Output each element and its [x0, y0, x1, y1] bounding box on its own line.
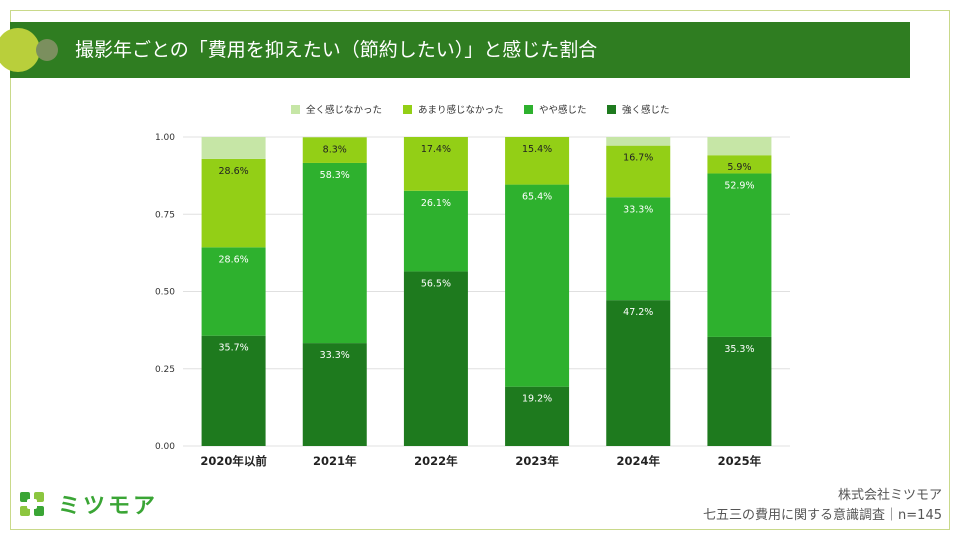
legend-swatch [524, 105, 533, 114]
data-label: 15.4% [522, 144, 552, 155]
x-tick-label: 2023年 [515, 454, 559, 468]
data-label: 33.3% [623, 204, 653, 215]
footer-survey: 七五三の費用に関する意識調査｜n=145 [703, 508, 942, 523]
legend-swatch [607, 105, 616, 114]
x-tick-label: 2025年 [718, 454, 762, 468]
x-tick-label: 2024年 [616, 454, 660, 468]
bar-segment [201, 247, 266, 336]
bar-segment [201, 137, 266, 159]
y-tick-label: 0.75 [155, 210, 175, 220]
bar-segment [403, 271, 468, 446]
x-tick-label: 2022年 [414, 454, 458, 468]
bar-segment [707, 336, 772, 446]
bar-segment [707, 155, 772, 174]
y-tick-label: 0.50 [155, 288, 175, 298]
brand-logo: ミツモア [18, 488, 158, 520]
bar-segment [302, 343, 367, 446]
bar-segment [505, 184, 570, 387]
data-label: 47.2% [623, 307, 653, 318]
bar-segment [606, 137, 671, 146]
legend-label: やや感じた [539, 104, 587, 116]
data-label: 33.3% [320, 350, 350, 361]
data-label: 5.9% [727, 162, 751, 173]
bar-segment [606, 300, 671, 446]
decor-circle-large [0, 28, 40, 72]
data-label: 16.7% [623, 153, 653, 164]
data-label: 28.6% [218, 166, 248, 177]
legend-label: 強く感じた [622, 104, 670, 116]
data-label: 26.1% [421, 198, 451, 209]
footer: 株式会社ミツモア 七五三の費用に関する意識調査｜n=145 [703, 486, 942, 526]
brand-icon [20, 492, 44, 516]
data-label: 58.3% [320, 170, 350, 181]
data-label: 19.2% [522, 394, 552, 405]
legend-label: 全く感じなかった [306, 104, 382, 116]
data-label: 56.5% [421, 278, 451, 289]
y-tick-label: 1.00 [155, 133, 175, 143]
data-label: 52.9% [724, 180, 754, 191]
data-label: 35.3% [724, 344, 754, 355]
bar-segment [707, 173, 772, 337]
bar-segment [403, 190, 468, 272]
legend-label: あまり感じなかった [418, 104, 504, 116]
y-tick-label: 0.00 [155, 442, 175, 452]
bar-segment [505, 137, 570, 185]
decor-circle-small [36, 39, 58, 61]
bar-segment [505, 386, 570, 446]
x-tick-label: 2021年 [313, 454, 357, 468]
legend-swatch [291, 105, 300, 114]
data-label: 28.6% [218, 254, 248, 265]
brand-name: ミツモア [58, 494, 159, 519]
title-bar [10, 22, 910, 78]
y-tick-label: 0.25 [155, 365, 175, 375]
bar-segment [403, 137, 468, 191]
x-tick-label: 2020年以前 [200, 454, 267, 468]
footer-company: 株式会社ミツモア [837, 488, 942, 503]
bar-segment [302, 137, 367, 163]
bar-segment [302, 162, 367, 344]
bar-segment [606, 197, 671, 301]
bar-segment [201, 158, 266, 248]
bar-segment [201, 335, 266, 446]
bar-segment [707, 137, 772, 156]
page-title: 撮影年ごとの「費用を抑えたい（節約したい）」と感じた割合 [75, 39, 598, 61]
bar-segment [606, 145, 671, 198]
legend-swatch [403, 105, 412, 114]
data-label: 65.4% [522, 192, 552, 203]
data-label: 8.3% [323, 144, 347, 155]
data-label: 35.7% [218, 343, 248, 354]
slide-frame [10, 10, 950, 530]
data-label: 17.4% [421, 144, 451, 155]
